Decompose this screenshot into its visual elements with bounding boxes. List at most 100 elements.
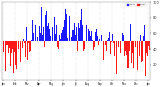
Bar — [54, 17, 55, 41]
Bar — [146, 41, 147, 53]
Bar — [110, 41, 111, 54]
Bar — [4, 41, 5, 52]
Bar — [45, 15, 46, 41]
Bar — [29, 41, 30, 52]
Bar — [68, 41, 69, 44]
Bar — [38, 17, 39, 41]
Bar — [104, 41, 105, 47]
Bar — [32, 20, 33, 41]
Bar — [100, 29, 101, 41]
Bar — [93, 41, 94, 50]
Bar — [17, 29, 18, 41]
Bar — [75, 35, 76, 41]
Bar — [82, 25, 83, 41]
Bar — [30, 41, 31, 51]
Bar — [56, 25, 57, 41]
Bar — [123, 35, 124, 41]
Bar — [61, 33, 62, 41]
Bar — [46, 11, 47, 41]
Bar — [67, 38, 68, 41]
Bar — [70, 22, 71, 41]
Bar — [42, 35, 43, 41]
Bar — [107, 40, 108, 41]
Bar — [43, 27, 44, 41]
Bar — [91, 31, 92, 41]
Bar — [28, 41, 29, 43]
Bar — [26, 27, 27, 41]
Bar — [80, 20, 81, 41]
Bar — [94, 41, 95, 47]
Bar — [51, 33, 52, 41]
Bar — [37, 37, 38, 41]
Bar — [6, 41, 7, 45]
Bar — [103, 41, 104, 60]
Bar — [113, 41, 114, 43]
Bar — [27, 41, 28, 60]
Bar — [62, 30, 63, 41]
Bar — [120, 41, 121, 53]
Bar — [48, 23, 49, 41]
Bar — [7, 41, 8, 45]
Bar — [109, 32, 110, 41]
Bar — [95, 31, 96, 41]
Bar — [112, 34, 113, 41]
Bar — [77, 41, 78, 51]
Bar — [131, 41, 132, 63]
Bar — [57, 41, 58, 47]
Bar — [142, 41, 143, 61]
Bar — [88, 29, 89, 41]
Bar — [119, 41, 120, 67]
Bar — [127, 41, 128, 68]
Bar — [3, 41, 4, 52]
Bar — [96, 29, 97, 41]
Bar — [128, 41, 129, 68]
Bar — [141, 41, 142, 62]
Bar — [65, 9, 66, 41]
Bar — [78, 23, 79, 41]
Bar — [101, 35, 102, 41]
Bar — [12, 41, 13, 49]
Bar — [148, 41, 149, 46]
Bar — [137, 41, 138, 70]
Bar — [71, 37, 72, 41]
Bar — [90, 36, 91, 41]
Bar — [52, 27, 53, 41]
Bar — [122, 33, 123, 41]
Bar — [144, 25, 145, 41]
Legend: Above, Below: Above, Below — [126, 3, 146, 6]
Bar — [125, 41, 126, 51]
Bar — [31, 40, 32, 41]
Bar — [111, 41, 112, 42]
Bar — [49, 29, 50, 41]
Bar — [117, 41, 118, 43]
Bar — [9, 41, 10, 48]
Bar — [11, 41, 12, 53]
Bar — [106, 41, 107, 51]
Bar — [22, 41, 23, 48]
Bar — [35, 25, 36, 41]
Bar — [145, 41, 146, 76]
Bar — [55, 34, 56, 41]
Bar — [105, 41, 106, 45]
Bar — [98, 41, 99, 45]
Bar — [97, 36, 98, 41]
Bar — [60, 39, 61, 41]
Bar — [124, 41, 125, 56]
Bar — [118, 41, 119, 47]
Bar — [84, 41, 85, 49]
Bar — [136, 41, 137, 53]
Bar — [50, 36, 51, 41]
Bar — [44, 41, 45, 47]
Bar — [36, 37, 37, 41]
Bar — [132, 41, 133, 53]
Bar — [130, 24, 131, 41]
Bar — [129, 41, 130, 51]
Bar — [116, 41, 117, 74]
Bar — [126, 41, 127, 55]
Bar — [10, 41, 11, 66]
Bar — [149, 41, 150, 50]
Bar — [24, 41, 25, 43]
Bar — [14, 41, 15, 52]
Bar — [87, 37, 88, 41]
Bar — [63, 27, 64, 41]
